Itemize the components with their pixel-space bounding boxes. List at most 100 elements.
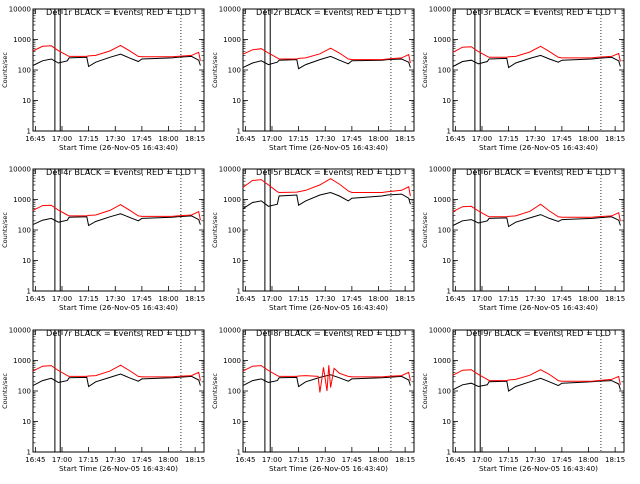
panel-title: Det 8r BLACK = Events, RED = LLD xyxy=(256,328,401,338)
x-tick-label: 18:15 xyxy=(605,135,625,143)
x-tick-label: 17:30 xyxy=(315,295,335,303)
x-tick-label: 16:45 xyxy=(25,135,45,143)
x-tick-label: 18:15 xyxy=(185,295,205,303)
x-tick-label: 18:00 xyxy=(368,456,388,464)
plot-frame xyxy=(32,8,205,132)
series-line-events xyxy=(32,213,201,227)
y-tick-label: 1000 xyxy=(13,36,31,44)
x-tick-label: 18:00 xyxy=(578,456,598,464)
y-tick-label: 1000 xyxy=(223,196,241,204)
x-tick-label: 18:00 xyxy=(158,295,178,303)
panel-title: Det 5r BLACK = Events, RED = LLD xyxy=(256,167,401,177)
y-tick-label: 100 xyxy=(18,388,31,396)
x-tick-label: 16:45 xyxy=(235,135,255,143)
x-axis-label: Start Time (26-Nov-05 16:43:40) xyxy=(479,303,598,312)
y-tick-label: 100 xyxy=(438,67,451,75)
plot-frame xyxy=(452,8,625,132)
y-tick-label: 100 xyxy=(18,227,31,235)
y-tick-label: 10000 xyxy=(429,327,451,335)
panel-title: Det 3r BLACK = Events, RED = LLD xyxy=(466,7,611,17)
x-tick-label: 18:15 xyxy=(605,456,625,464)
y-tick-label: 100 xyxy=(228,227,241,235)
y-tick-label: 1 xyxy=(237,449,241,457)
x-tick-label: 18:15 xyxy=(185,135,205,143)
y-tick-label: 1 xyxy=(27,288,31,296)
y-axis-label: Counts/sec xyxy=(421,212,429,248)
y-tick-label: 10 xyxy=(232,97,241,105)
x-tick-label: 17:15 xyxy=(289,135,309,143)
x-tick-label: 16:45 xyxy=(445,135,465,143)
y-tick-label: 100 xyxy=(228,67,241,75)
plot-frame xyxy=(242,168,415,292)
x-axis-label: Start Time (26-Nov-05 16:43:40) xyxy=(59,464,178,473)
panel-title: Det 6r BLACK = Events, RED = LLD xyxy=(466,167,611,177)
series-line-lld xyxy=(452,369,621,385)
x-tick-label: 16:45 xyxy=(25,295,45,303)
series-line-lld xyxy=(242,365,411,393)
y-tick-label: 1 xyxy=(237,128,241,136)
x-tick-label: 17:15 xyxy=(289,456,309,464)
y-tick-label: 1000 xyxy=(13,357,31,365)
y-tick-label: 1000 xyxy=(223,36,241,44)
plot-frame xyxy=(32,168,205,292)
x-tick-label: 17:00 xyxy=(52,135,72,143)
x-tick-label: 17:00 xyxy=(472,456,492,464)
y-tick-label: 10 xyxy=(442,418,451,426)
series-line-lld xyxy=(32,364,201,381)
y-tick-label: 1 xyxy=(447,288,451,296)
y-tick-label: 10 xyxy=(442,257,451,265)
x-tick-label: 18:00 xyxy=(578,135,598,143)
x-tick-label: 17:45 xyxy=(552,295,572,303)
panel-title: Det 9r BLACK = Events, RED = LLD xyxy=(466,328,611,338)
x-axis-label: Start Time (26-Nov-05 16:43:40) xyxy=(269,303,388,312)
series-line-lld xyxy=(242,47,411,64)
panel-det-1: Det 1r BLACK = Events, RED = LLD 1 10 100 10… xyxy=(1,6,205,153)
y-tick-label: 10000 xyxy=(9,327,31,335)
y-tick-label: 10 xyxy=(22,257,31,265)
series-line-lld xyxy=(452,45,621,62)
x-tick-label: 18:00 xyxy=(368,135,388,143)
x-tick-label: 17:45 xyxy=(132,456,152,464)
x-tick-label: 17:00 xyxy=(262,135,282,143)
y-tick-label: 10 xyxy=(232,418,241,426)
series-line-events xyxy=(242,55,411,70)
x-tick-label: 17:15 xyxy=(289,295,309,303)
series-line-lld xyxy=(32,44,201,61)
y-tick-label: 10000 xyxy=(9,166,31,174)
y-axis-label: Counts/sec xyxy=(1,373,9,409)
x-tick-label: 17:15 xyxy=(79,456,99,464)
series-line-events xyxy=(242,191,411,210)
plot-frame xyxy=(452,168,625,292)
series-line-events xyxy=(452,214,621,228)
x-tick-label: 18:15 xyxy=(395,456,415,464)
x-tick-label: 17:30 xyxy=(315,456,335,464)
x-tick-label: 17:45 xyxy=(132,135,152,143)
x-tick-label: 17:00 xyxy=(52,456,72,464)
y-axis-label: Counts/sec xyxy=(1,52,9,88)
y-tick-label: 10 xyxy=(22,418,31,426)
y-tick-label: 10000 xyxy=(429,166,451,174)
x-tick-label: 18:00 xyxy=(368,295,388,303)
y-axis-label: Counts/sec xyxy=(421,373,429,409)
y-tick-label: 100 xyxy=(438,388,451,396)
x-axis-label: Start Time (26-Nov-05 16:43:40) xyxy=(59,303,178,312)
x-tick-label: 17:30 xyxy=(105,295,125,303)
y-axis-label: Counts/sec xyxy=(1,212,9,248)
x-tick-label: 17:30 xyxy=(525,295,545,303)
y-tick-label: 10000 xyxy=(219,166,241,174)
series-line-events xyxy=(452,54,621,69)
x-tick-label: 16:45 xyxy=(235,295,255,303)
y-tick-label: 1000 xyxy=(433,357,451,365)
series-line-events xyxy=(242,374,411,388)
y-tick-label: 10 xyxy=(232,257,241,265)
x-tick-label: 18:00 xyxy=(158,456,178,464)
x-tick-label: 17:45 xyxy=(552,456,572,464)
x-tick-label: 18:15 xyxy=(395,295,415,303)
x-tick-label: 16:45 xyxy=(235,456,255,464)
y-tick-label: 100 xyxy=(438,227,451,235)
x-tick-label: 17:45 xyxy=(342,456,362,464)
x-tick-label: 17:00 xyxy=(52,295,72,303)
x-tick-label: 17:15 xyxy=(79,135,99,143)
x-tick-label: 17:45 xyxy=(342,135,362,143)
